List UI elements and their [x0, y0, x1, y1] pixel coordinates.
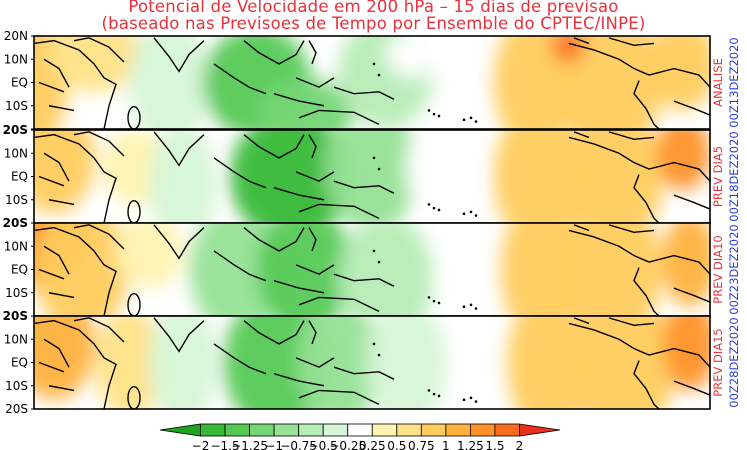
field-anomaly-blob	[649, 36, 710, 111]
colorbar-tick-label: −1.5	[210, 439, 239, 450]
lat-tick-label: 10S	[5, 286, 28, 300]
field-anomaly-blob	[365, 316, 447, 409]
colorbar-bin	[396, 423, 422, 437]
field-anomaly-blob	[385, 36, 440, 78]
colorbar-bin	[347, 423, 373, 437]
colorbar-tick-label: 0.5	[387, 439, 406, 450]
title-line-2: (baseado nas Previsoes de Tempo por Ense…	[101, 14, 646, 33]
colorbar-bin	[519, 423, 561, 437]
field-anomaly-blob	[493, 130, 589, 223]
lat-tick-label: EQ	[11, 356, 28, 370]
colorbar-bin	[469, 423, 496, 437]
field-anomaly-blob	[128, 36, 210, 129]
field-anomaly-blob	[34, 223, 129, 316]
field-anomaly-blob	[493, 36, 575, 129]
field-anomaly-blob	[115, 223, 183, 289]
lat-tick-label: 10N	[4, 239, 28, 253]
map-panel	[33, 35, 711, 130]
field-anomaly-blob	[405, 130, 474, 223]
panel-label: PREV DIA5	[711, 146, 725, 207]
field-anomaly-blob	[148, 130, 217, 223]
panel-label: PREV DIA10	[711, 235, 725, 303]
field-anomaly-blob	[568, 130, 663, 223]
field-anomaly-blob	[47, 36, 143, 92]
field-anomaly-blob	[662, 316, 710, 391]
panel-label: PREV DIA15	[711, 328, 725, 396]
field-anomaly-blob	[257, 223, 352, 316]
colorbar-tick-label: 0.25	[359, 439, 386, 450]
field-anomaly-blob	[94, 316, 163, 409]
colorbar-tick-label: −0.25	[329, 439, 366, 450]
colorbar-bin	[273, 423, 300, 437]
panel-date: 00Z23DEZ2020	[727, 224, 741, 314]
colorbar-tick-label: 2	[516, 439, 524, 450]
field-anomaly-blob	[257, 77, 352, 129]
colorbar-tick-label: 1.25	[457, 439, 484, 450]
lat-tick-label: 10N	[4, 332, 28, 346]
field-anomaly-blob	[338, 223, 433, 316]
lat-tick-label: 10S	[5, 99, 28, 113]
lat-tick-label: 10S	[5, 193, 28, 207]
lat-tick-label: 10S	[5, 379, 28, 393]
map-panel	[33, 315, 711, 410]
panel-label: ANALISE	[711, 58, 725, 107]
colorbar-tick-label: −1	[265, 439, 283, 450]
lat-tick-label: EQ	[11, 170, 28, 184]
lat-tick-label: 20S	[3, 216, 28, 230]
lat-tick-label: 20N	[4, 29, 28, 43]
field-anomaly-blob	[662, 223, 710, 307]
lat-tick-label: EQ	[11, 76, 28, 90]
colorbar-tick-label: 1	[442, 439, 450, 450]
colorbar-bin	[494, 423, 520, 437]
colorbar-bin	[445, 423, 471, 437]
field-anomaly-blob	[324, 130, 420, 223]
colorbar-bin	[420, 423, 447, 437]
colorbar-bin	[322, 423, 349, 437]
lat-tick-label: 20S	[5, 402, 28, 416]
field-anomaly-blob	[148, 316, 217, 409]
lat-tick-label: 20S	[3, 123, 28, 137]
field-anomaly-blob	[655, 130, 710, 191]
colorbar-tick-label: −2	[192, 439, 210, 450]
panel-date: 00Z13DEZ2020	[727, 37, 741, 127]
colorbar-tick-label: −0.5	[309, 439, 338, 450]
field-anomaly-blob	[507, 316, 589, 409]
colorbar-bin	[371, 423, 398, 437]
lat-tick-label: 10N	[4, 52, 28, 66]
colorbar-bin	[224, 423, 250, 437]
map-panel	[33, 129, 711, 224]
panel-date: 00Z18DEZ2020	[727, 131, 741, 221]
lat-tick-label: 10N	[4, 146, 28, 160]
lat-tick-label: 20S	[3, 309, 28, 323]
colorbar-tick-label: −1.25	[231, 439, 268, 450]
colorbar-tick-label: 0.75	[408, 439, 435, 450]
field-anomaly-blob	[297, 316, 379, 409]
field-anomaly-blob	[554, 36, 663, 129]
colorbar-bin	[159, 423, 201, 437]
lat-tick-label: EQ	[11, 263, 28, 277]
field-anomaly-blob	[568, 316, 677, 409]
colorbar-bin	[200, 423, 226, 437]
field-anomaly-blob	[551, 36, 585, 63]
colorbar-tick-label: −0.75	[280, 439, 317, 450]
colorbar-tick-label: 1.5	[485, 439, 504, 450]
colorbar-bin	[298, 423, 324, 437]
field-anomaly-blob	[554, 223, 663, 316]
title-line-1: Potencial de Velocidade em 200 hPa – 15 …	[128, 0, 619, 16]
colorbar-bin	[249, 423, 275, 437]
panel-date: 00Z28DEZ2020	[727, 317, 741, 407]
